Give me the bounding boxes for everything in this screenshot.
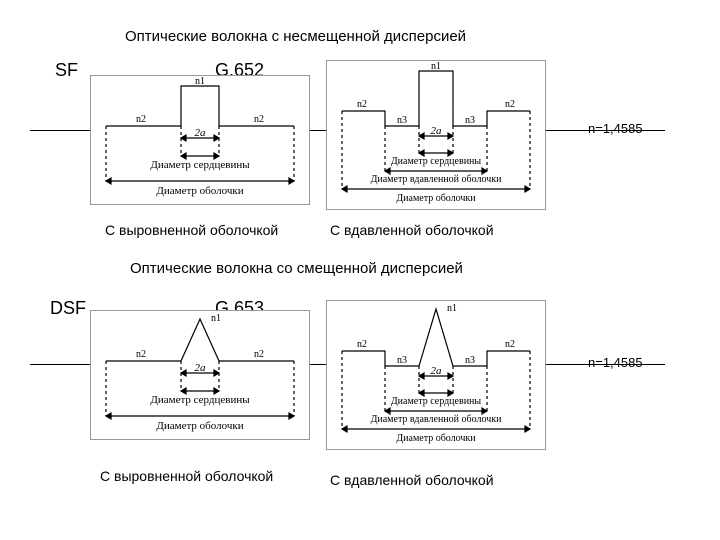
- n2-label-left: n2: [357, 99, 367, 110]
- caption-matched-1: С выровненной оболочкой: [105, 222, 278, 238]
- dep-clad-diameter-label: Диаметр вдавленной оболочки: [371, 174, 503, 185]
- two-a-label: 2a: [195, 362, 207, 374]
- caption-depressed-2: С вдавленной оболочкой: [330, 472, 494, 488]
- clad-diameter-label: Диаметр оболочки: [396, 193, 476, 204]
- n1-label: n1: [195, 76, 205, 87]
- section-title-unshifted: Оптические волокна с несмещенной дисперс…: [125, 28, 466, 45]
- clad-diameter-label: Диаметр оболочки: [396, 433, 476, 444]
- two-a-label: 2a: [195, 127, 207, 139]
- core-diameter-label: Диаметр сердцевины: [150, 159, 250, 171]
- core-diameter-label: Диаметр сердцевины: [150, 394, 250, 406]
- two-a-label: 2a: [431, 365, 443, 377]
- n2-label-left: n2: [136, 114, 146, 125]
- clad-diameter-label: Диаметр оболочки: [156, 185, 243, 197]
- n2-label-left: n2: [357, 339, 367, 350]
- n3-label-left: n3: [397, 355, 407, 366]
- dep-clad-diameter-label: Диаметр вдавленной оболочки: [371, 414, 503, 425]
- label-sf: SF: [55, 60, 78, 81]
- panel-dsf-matched: n1 n2 n2 2a Диаметр сердцевины Диаметр о…: [90, 310, 310, 440]
- clad-diameter-label: Диаметр оболочки: [156, 420, 243, 432]
- n2-label-left: n2: [136, 349, 146, 360]
- n1-label: n1: [447, 303, 457, 314]
- n3-label-left: n3: [397, 115, 407, 126]
- n3-label-right: n3: [465, 115, 475, 126]
- two-a-label: 2a: [431, 125, 443, 137]
- panel-nzdsf-depressed: n1 n2 n2 n3 n3 2a Диаметр сердцевины Диа…: [326, 300, 546, 450]
- section-title-shifted: Оптические волокна со смещенной дисперси…: [130, 260, 463, 277]
- n2-label-right: n2: [254, 114, 264, 125]
- caption-depressed-1: С вдавленной оболочкой: [330, 222, 494, 238]
- refraction-index-2: n=1,4585: [588, 355, 643, 370]
- n2-label-right: n2: [505, 99, 515, 110]
- n1-label: n1: [431, 61, 441, 72]
- n1-label: n1: [211, 313, 221, 324]
- core-diameter-label: Диаметр сердцевины: [391, 156, 482, 167]
- panel-sf-depressed: n1 n2 n2 n3 n3 2a Диаметр сердцевины Диа…: [326, 60, 546, 210]
- panel-sf-matched: n1 n2 n2 2a Диаметр сердцевины Диаметр о…: [90, 75, 310, 205]
- n2-label-right: n2: [254, 349, 264, 360]
- label-dsf: DSF: [50, 298, 86, 319]
- refraction-index-1: n=1,4585: [588, 121, 643, 136]
- n3-label-right: n3: [465, 355, 475, 366]
- core-diameter-label: Диаметр сердцевины: [391, 396, 482, 407]
- caption-matched-2: С выровненной оболочкой: [100, 468, 273, 484]
- n2-label-right: n2: [505, 339, 515, 350]
